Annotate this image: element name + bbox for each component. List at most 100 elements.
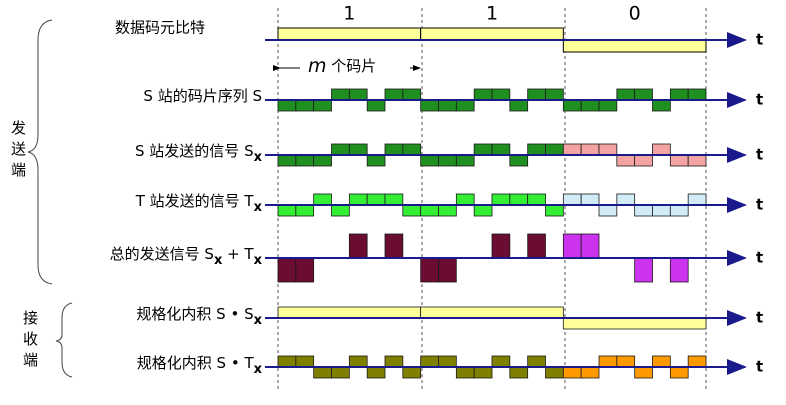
chip xyxy=(580,233,600,259)
chip xyxy=(527,193,546,206)
chip xyxy=(295,355,315,368)
chip xyxy=(491,88,511,101)
chip xyxy=(438,204,457,217)
chip xyxy=(634,88,653,101)
chip xyxy=(295,99,315,112)
chip xyxy=(652,204,671,217)
chip xyxy=(669,366,689,379)
chip xyxy=(580,143,600,156)
chip xyxy=(420,257,439,283)
chip xyxy=(366,366,386,379)
subscript: x xyxy=(254,362,263,377)
chip xyxy=(348,143,368,156)
chip xyxy=(545,143,564,156)
chip xyxy=(473,204,493,217)
label-text: S 站发送的信号 S xyxy=(135,142,254,160)
chip xyxy=(402,143,422,156)
axis-label: t xyxy=(756,249,763,267)
chip xyxy=(313,366,332,379)
chip xyxy=(420,154,439,167)
chip xyxy=(473,366,493,379)
chips-label-bg xyxy=(300,58,410,78)
chip xyxy=(277,204,297,217)
chip xyxy=(420,204,439,217)
chip xyxy=(348,88,368,101)
chip xyxy=(634,154,653,167)
chip xyxy=(455,366,475,379)
axis-label: t xyxy=(756,91,763,109)
axis-label: t xyxy=(756,146,763,164)
label-text: S 站的码片序列 S xyxy=(143,87,262,105)
label-text: 规格化内积 S • T xyxy=(137,354,255,372)
chip xyxy=(348,193,368,206)
bit-label: 0 xyxy=(629,3,641,25)
bit-label: 1 xyxy=(486,3,498,25)
subscript: x xyxy=(254,253,263,268)
chip xyxy=(277,154,297,167)
chip xyxy=(527,355,546,368)
bit-label: 1 xyxy=(343,3,355,25)
chip xyxy=(295,204,315,217)
chip xyxy=(402,88,422,101)
chip xyxy=(580,366,600,379)
subscript: x xyxy=(254,313,263,328)
chip xyxy=(348,233,368,259)
chip xyxy=(384,233,404,259)
chip xyxy=(455,154,475,167)
chip xyxy=(455,193,475,206)
chip xyxy=(455,99,475,112)
bit-bar xyxy=(420,27,564,41)
chip xyxy=(527,88,546,101)
chip xyxy=(562,233,582,259)
axis-label: t xyxy=(756,196,763,214)
chip xyxy=(491,143,511,156)
chip xyxy=(438,154,457,167)
label-text: T 站发送的信号 T xyxy=(135,192,255,210)
chips-label: m 个码片 xyxy=(308,55,376,77)
send-label: 发送端 xyxy=(9,120,27,183)
subscript: x xyxy=(254,200,263,215)
chip xyxy=(562,143,582,156)
subscript: x xyxy=(254,150,263,165)
chip xyxy=(438,355,457,368)
chip xyxy=(331,204,350,217)
chip xyxy=(669,257,689,283)
chip xyxy=(687,355,707,368)
row-label: S 站的码片序列 S xyxy=(143,87,262,105)
chip xyxy=(562,193,582,206)
chip xyxy=(402,366,422,379)
chip xyxy=(331,143,350,156)
chip xyxy=(509,193,529,206)
chip xyxy=(616,154,636,167)
chip xyxy=(313,193,332,206)
chip xyxy=(402,204,422,217)
chip xyxy=(509,366,529,379)
chip xyxy=(598,355,618,368)
chip xyxy=(420,355,439,368)
chip xyxy=(491,355,511,368)
chip xyxy=(331,88,350,101)
bit-bar xyxy=(562,39,707,53)
subscript: x xyxy=(214,253,223,268)
chip xyxy=(545,366,564,379)
bit-bar xyxy=(277,27,422,41)
chip xyxy=(491,233,511,259)
chip xyxy=(295,257,315,283)
label-text: + T xyxy=(222,245,254,263)
chip xyxy=(598,99,618,112)
bits-label: 数据码元比特 xyxy=(115,19,205,37)
axis-label: t xyxy=(756,309,763,327)
chip xyxy=(491,193,511,206)
chip xyxy=(687,193,707,206)
chip xyxy=(438,257,457,283)
chip xyxy=(366,154,386,167)
chip xyxy=(384,88,404,101)
chip xyxy=(669,154,689,167)
recv-label: 接收端 xyxy=(21,310,39,373)
chip xyxy=(313,99,332,112)
chip xyxy=(277,355,297,368)
chip xyxy=(384,143,404,156)
chip xyxy=(473,143,493,156)
chip xyxy=(562,366,582,379)
